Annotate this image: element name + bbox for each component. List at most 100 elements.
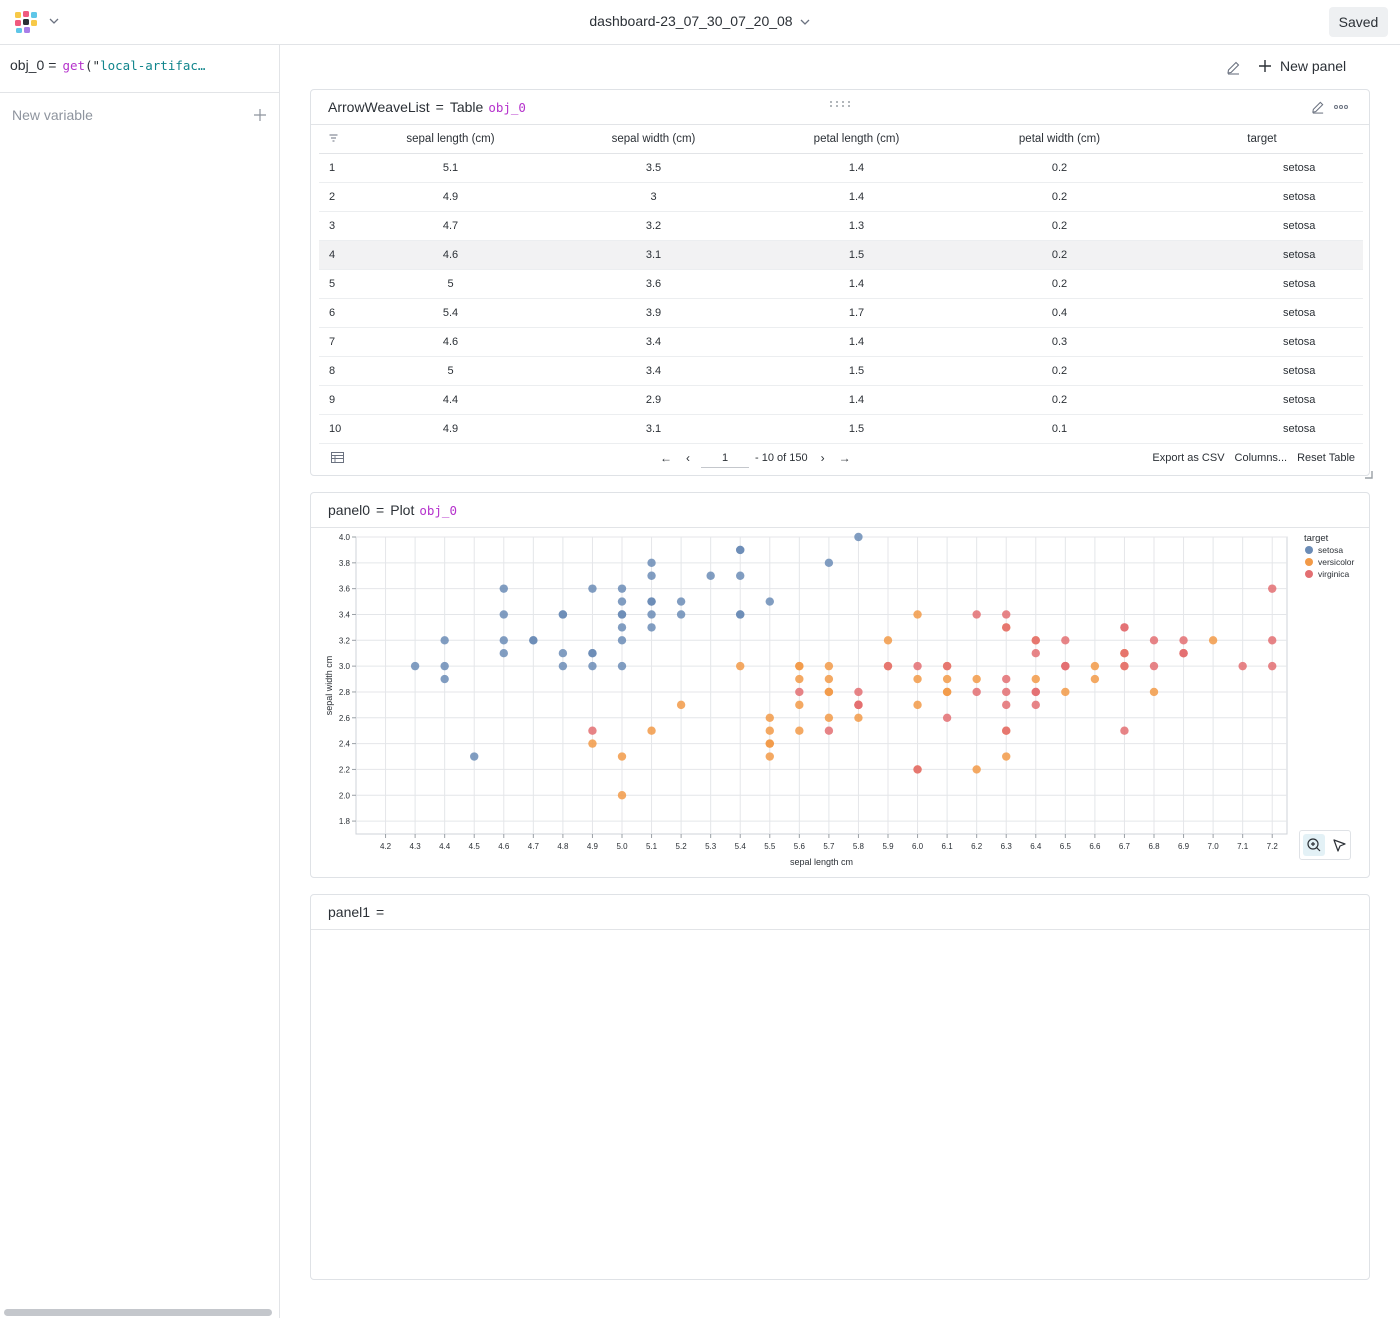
data-point-setosa[interactable] (588, 584, 597, 593)
chevron-down-icon[interactable] (47, 14, 61, 28)
data-point-versicolor[interactable] (647, 726, 656, 735)
data-point-setosa[interactable] (440, 674, 449, 684)
data-point-virginica[interactable] (1002, 623, 1011, 632)
legend-label-setosa[interactable]: setosa (1318, 545, 1343, 555)
data-point-versicolor[interactable] (942, 687, 952, 697)
new-variable-row[interactable]: New variable (0, 93, 279, 139)
data-point-versicolor[interactable] (913, 610, 922, 619)
data-point-versicolor[interactable] (972, 765, 981, 774)
legend-label-virginica[interactable]: virginica (1318, 569, 1349, 579)
data-point-setosa[interactable] (617, 597, 627, 606)
data-point-versicolor[interactable] (795, 674, 804, 684)
data-point-versicolor[interactable] (795, 661, 804, 671)
data-point-versicolor[interactable] (588, 739, 597, 748)
data-point-versicolor[interactable] (1090, 674, 1100, 684)
column-header[interactable]: petal length (cm) (755, 126, 958, 154)
data-point-virginica[interactable] (1031, 649, 1040, 658)
panel-type[interactable]: Plot (390, 502, 415, 518)
data-point-setosa[interactable] (558, 610, 568, 619)
table-row[interactable]: 8 5 3.4 1.5 0.2 setosa (319, 356, 1363, 386)
data-point-virginica[interactable] (883, 661, 893, 671)
table-row[interactable]: 4 4.6 3.1 1.5 0.2 setosa (319, 240, 1363, 270)
data-point-setosa[interactable] (440, 636, 449, 645)
data-point-setosa[interactable] (765, 597, 774, 606)
zoom-tool-button[interactable] (1303, 834, 1325, 856)
data-point-virginica[interactable] (1149, 636, 1159, 645)
data-point-virginica[interactable] (1031, 700, 1040, 710)
data-point-setosa[interactable] (647, 571, 656, 580)
panel-name[interactable]: panel0 (328, 502, 371, 518)
data-point-virginica[interactable] (942, 713, 952, 722)
data-point-virginica[interactable] (1002, 726, 1011, 735)
data-point-versicolor[interactable] (913, 700, 922, 710)
data-point-virginica[interactable] (1149, 661, 1159, 671)
prev-page-icon[interactable]: ‹ (686, 451, 690, 465)
column-header[interactable]: sepal length (cm) (349, 126, 552, 154)
table-row[interactable]: 6 5.4 3.9 1.7 0.4 setosa (319, 298, 1363, 328)
dashboard-title[interactable]: dashboard-23_07_30_07_20_08 (0, 13, 1400, 29)
new-panel-button[interactable]: New panel (1258, 58, 1346, 74)
data-point-virginica[interactable] (1002, 700, 1011, 710)
weave-logo-icon[interactable] (14, 10, 40, 34)
columns-button[interactable]: Columns... (1234, 452, 1288, 464)
data-point-setosa[interactable] (617, 636, 627, 645)
data-point-virginica[interactable] (1031, 687, 1040, 697)
export-csv-button[interactable]: Export as CSV (1152, 452, 1225, 464)
more-horizontal-icon[interactable] (1333, 102, 1349, 112)
data-point-setosa[interactable] (706, 571, 715, 580)
data-point-versicolor[interactable] (972, 674, 981, 684)
table-row[interactable]: 1 5.1 3.5 1.4 0.2 setosa (319, 153, 1363, 183)
table-icon[interactable] (331, 452, 344, 463)
data-point-versicolor[interactable] (1061, 687, 1070, 697)
data-point-versicolor[interactable] (1090, 661, 1100, 671)
data-point-virginica[interactable] (1002, 610, 1011, 619)
data-point-versicolor[interactable] (765, 713, 774, 722)
data-point-setosa[interactable] (558, 661, 568, 671)
first-page-icon[interactable]: ← (660, 451, 672, 465)
filter-header[interactable] (319, 126, 349, 154)
data-point-versicolor[interactable] (854, 713, 863, 722)
data-point-setosa[interactable] (588, 661, 597, 671)
column-header[interactable]: petal width (cm) (958, 126, 1161, 154)
table-row[interactable]: 9 4.4 2.9 1.4 0.2 setosa (319, 385, 1363, 415)
data-point-setosa[interactable] (588, 649, 597, 658)
data-point-versicolor[interactable] (765, 726, 774, 735)
data-point-virginica[interactable] (588, 726, 597, 735)
data-point-setosa[interactable] (617, 623, 627, 632)
column-header[interactable]: target (1161, 126, 1363, 154)
data-point-versicolor[interactable] (795, 726, 804, 735)
data-point-versicolor[interactable] (765, 739, 774, 748)
next-page-icon[interactable]: › (820, 451, 825, 465)
data-point-versicolor[interactable] (824, 713, 834, 722)
data-point-setosa[interactable] (529, 636, 538, 645)
data-point-virginica[interactable] (1002, 687, 1011, 697)
data-point-setosa[interactable] (410, 661, 420, 671)
data-point-setosa[interactable] (676, 597, 686, 606)
table-row[interactable]: 7 4.6 3.4 1.4 0.3 setosa (319, 327, 1363, 357)
data-point-virginica[interactable] (913, 661, 922, 671)
data-point-setosa[interactable] (499, 636, 508, 645)
data-point-virginica[interactable] (824, 726, 834, 735)
data-point-virginica[interactable] (1268, 636, 1277, 645)
pencil-icon[interactable] (1311, 100, 1325, 114)
data-point-setosa[interactable] (736, 610, 745, 619)
data-point-virginica[interactable] (1061, 661, 1070, 671)
data-point-virginica[interactable] (1268, 584, 1277, 593)
data-point-virginica[interactable] (1120, 649, 1129, 658)
data-point-virginica[interactable] (1120, 726, 1129, 735)
data-point-setosa[interactable] (617, 661, 627, 671)
data-point-virginica[interactable] (854, 700, 863, 710)
table-row[interactable]: 5 5 3.6 1.4 0.2 setosa (319, 269, 1363, 299)
data-point-virginica[interactable] (1268, 661, 1277, 671)
data-point-setosa[interactable] (647, 610, 656, 619)
dashboard-title-text[interactable]: dashboard-23_07_30_07_20_08 (589, 13, 793, 29)
data-point-virginica[interactable] (1179, 649, 1188, 658)
reset-table-button[interactable]: Reset Table (1297, 452, 1355, 464)
data-point-virginica[interactable] (1120, 661, 1129, 671)
data-point-versicolor[interactable] (617, 752, 627, 761)
data-point-virginica[interactable] (1002, 674, 1011, 684)
data-point-versicolor[interactable] (1002, 752, 1011, 761)
data-point-setosa[interactable] (499, 584, 508, 593)
variable-name[interactable]: obj_0 (10, 57, 45, 73)
data-point-versicolor[interactable] (824, 687, 834, 697)
